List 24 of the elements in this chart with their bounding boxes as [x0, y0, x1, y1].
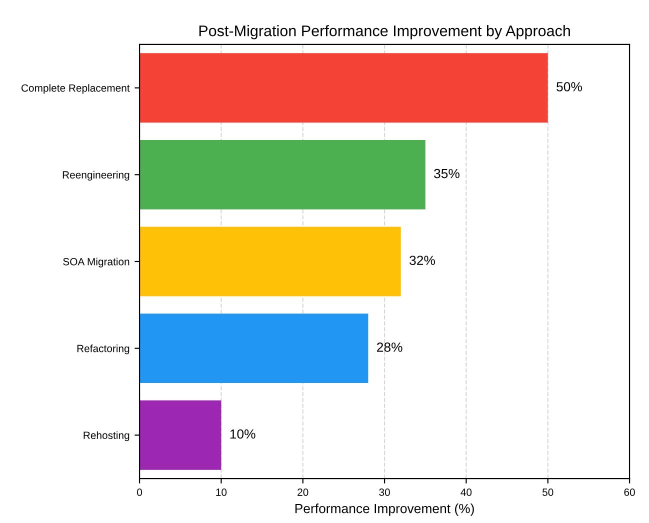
bar [140, 53, 548, 123]
y-tick-label: Rehosting [84, 431, 130, 442]
data-label: 32% [410, 256, 435, 266]
data-label: 28% [377, 342, 402, 352]
y-tick-label: SOA Migration [63, 258, 130, 268]
x-tick-label: 40 [460, 488, 472, 496]
x-axis-title: Performance Improvement (%) [295, 504, 474, 516]
bar [140, 314, 368, 384]
chart-title: Post-Migration Performance Improvement by Approach [199, 25, 570, 40]
x-tick-label: 0 [137, 488, 142, 496]
y-tick-label: Reengineering [62, 170, 130, 181]
x-tick-label: 30 [379, 488, 390, 496]
data-label: 50% [556, 82, 582, 92]
data-label: 10% [230, 429, 256, 439]
x-tick-label: 10 [216, 488, 227, 496]
x-tick-label: 60 [624, 488, 635, 496]
bar [140, 400, 222, 470]
x-tick-label: 20 [298, 488, 308, 496]
data-label: 35% [434, 168, 460, 178]
bar [140, 226, 401, 296]
y-tick-label: Complete Replacement [21, 84, 130, 94]
x-tick-label: 50 [542, 488, 554, 496]
y-tick-label: Refactoring [77, 344, 130, 354]
bar [140, 140, 426, 210]
